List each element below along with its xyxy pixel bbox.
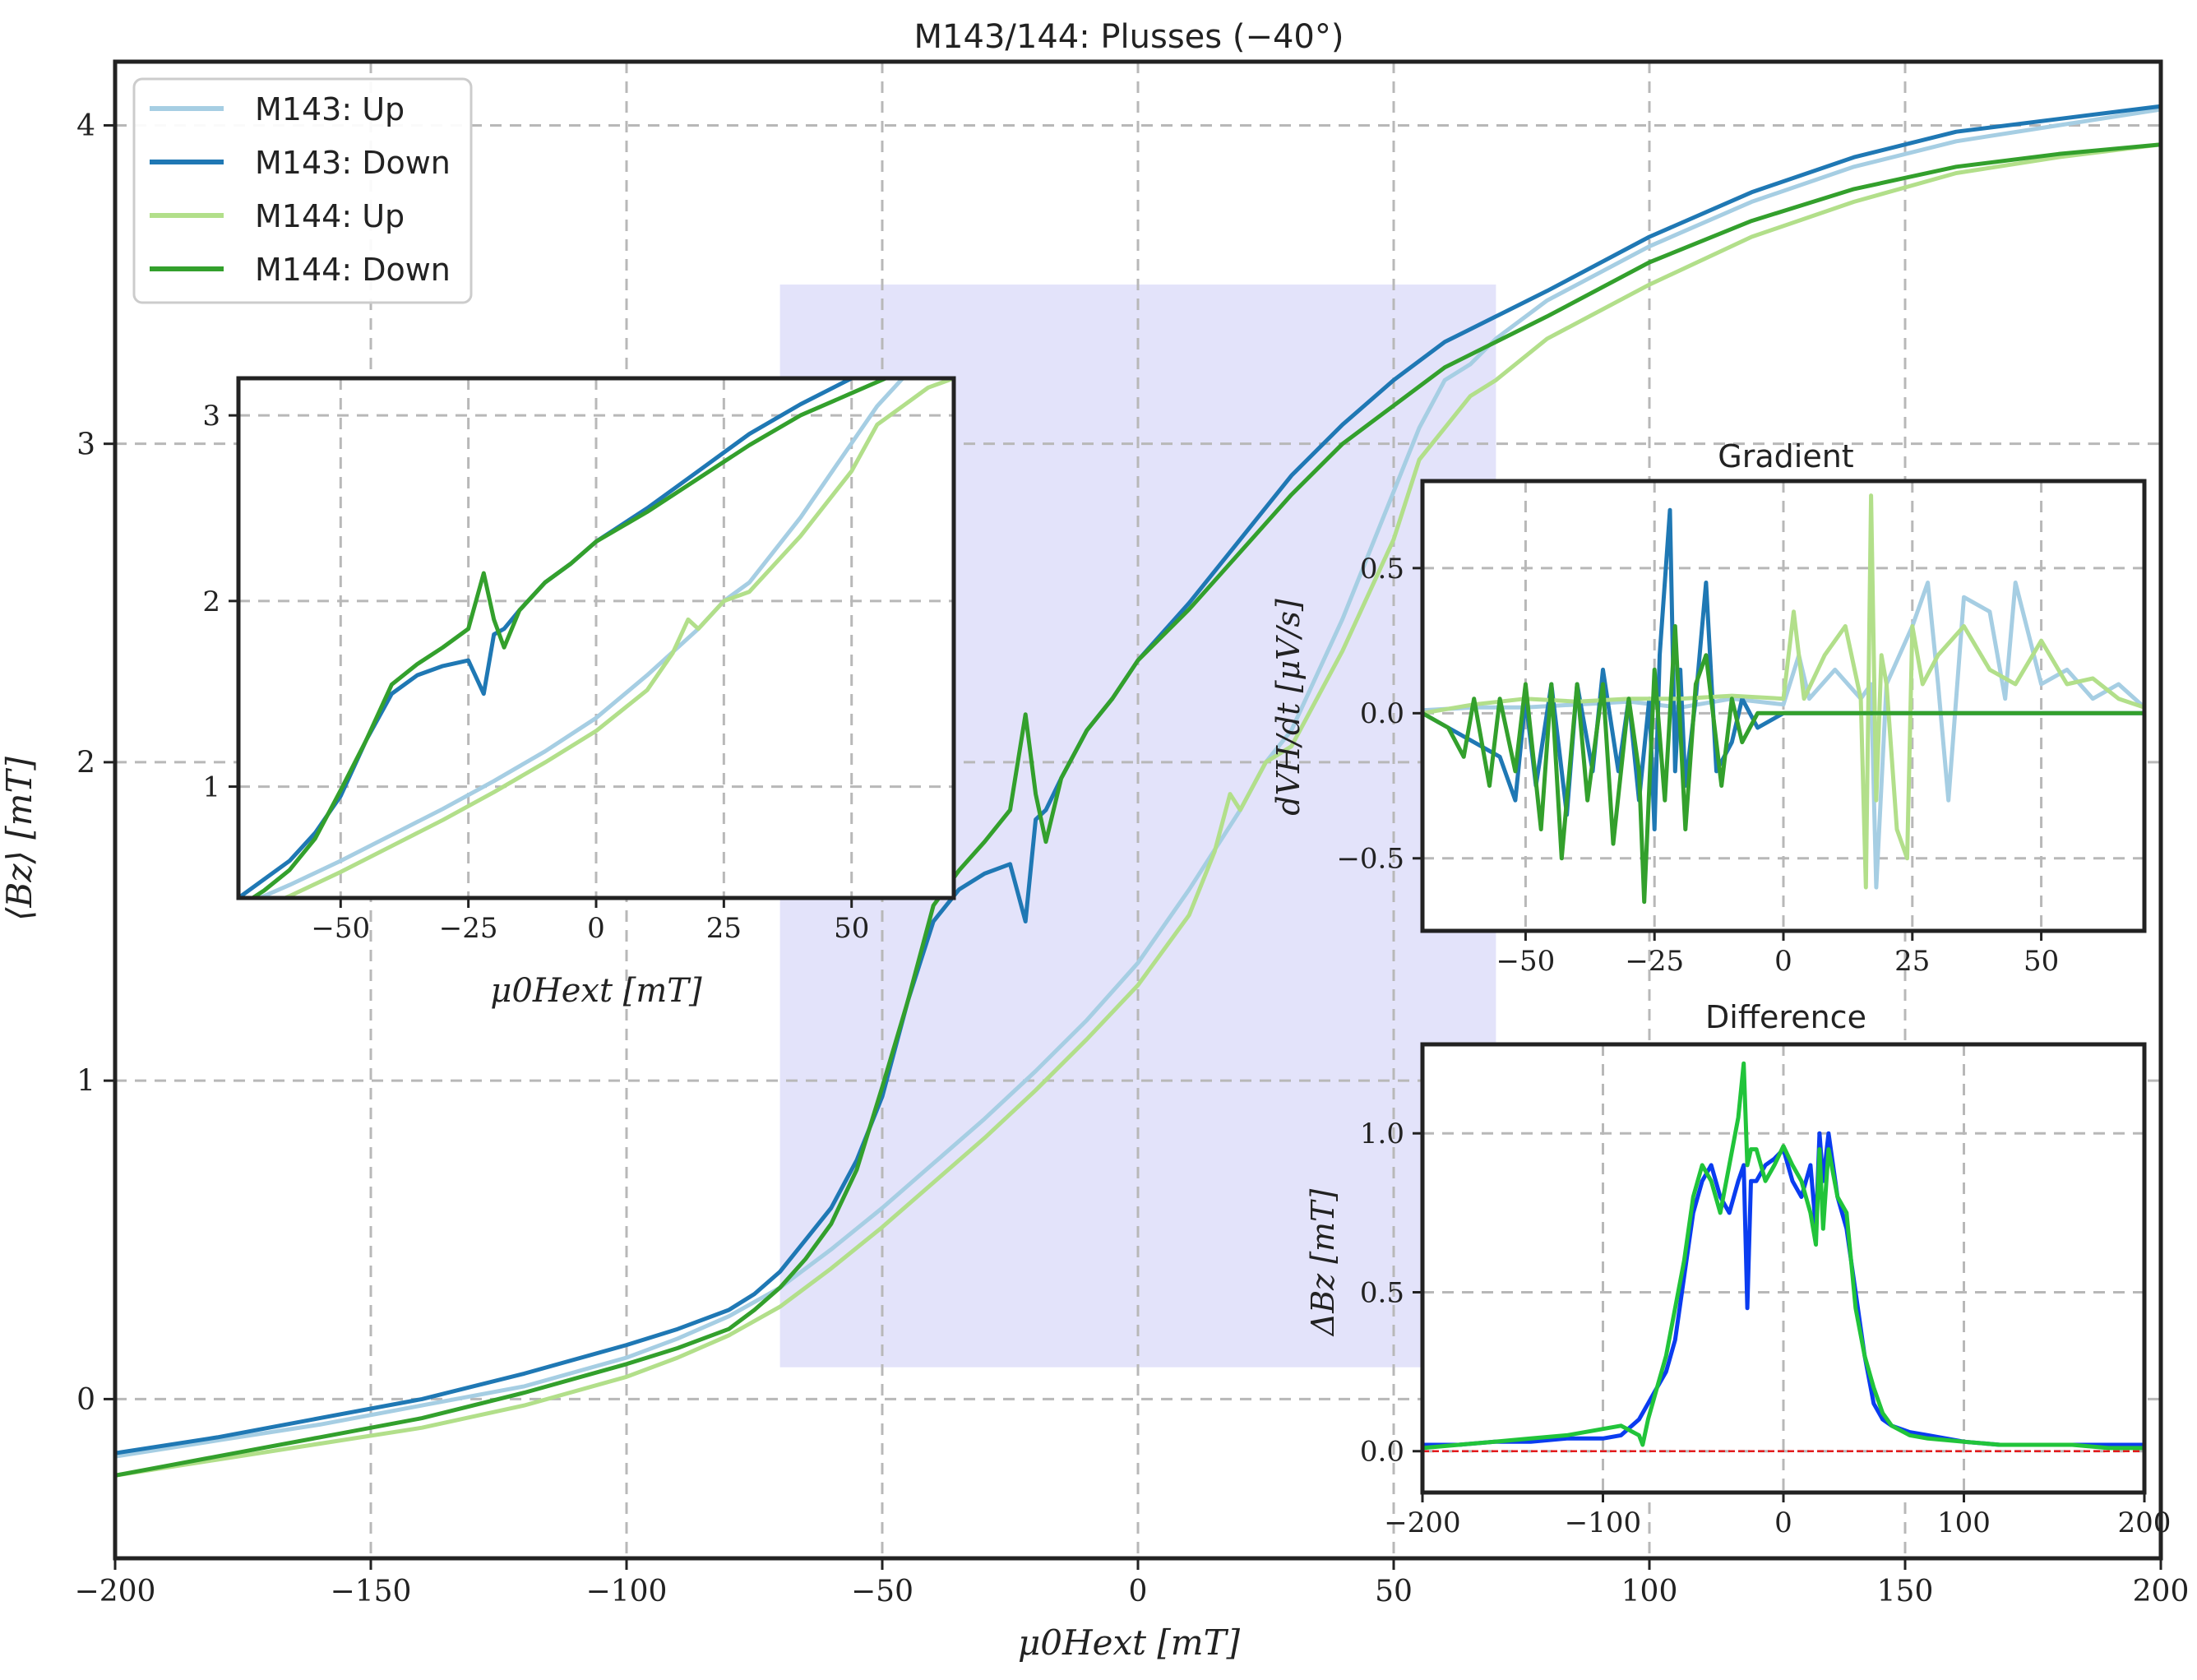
legend-label-m143-up: M143: Up: [255, 91, 405, 127]
zoom-x-axis-label: μ0Hext [mT]: [490, 972, 702, 1010]
main-x-tick-label: −150: [331, 1575, 412, 1608]
zoom-y-tick-label: 1: [202, 771, 220, 803]
gradient-y-tick-label: 0.0: [1360, 697, 1404, 730]
zoom-series-m144-up: [280, 378, 954, 898]
difference-x-tick-label: 200: [2118, 1506, 2172, 1539]
gradient-y-axis-label: dVH/dt [μV/s]: [1270, 599, 1307, 816]
main-y-tick-label: 1: [76, 1065, 95, 1099]
zoom-y-tick-label: 3: [202, 400, 220, 433]
gradient-x-tick-label: 0: [1774, 945, 1792, 978]
difference-title: Difference: [1705, 999, 1866, 1035]
gradient-x-tick-label: −50: [1496, 945, 1556, 978]
legend: M143: Up M143: Down M144: Up M144: Down: [132, 77, 473, 304]
gradient-x-tick-label: −25: [1625, 945, 1684, 978]
gradient-y-tick-label: −0.5: [1336, 843, 1404, 876]
zoom-x-tick-label: −50: [311, 912, 370, 945]
difference-inset-plot: −200 −100 0 100 200 0.0 0.5 1.0: [1360, 1042, 2172, 1539]
zoom-series-m144-down: [248, 378, 891, 898]
gradient-x-tick-label: 50: [2024, 945, 2059, 978]
difference-y-tick-label: 0.5: [1360, 1276, 1404, 1309]
difference-y-tick-label: 0.0: [1360, 1436, 1404, 1469]
main-x-tick-label: 50: [1375, 1575, 1413, 1608]
legend-label-m143-down: M143: Down: [255, 145, 451, 181]
gradient-series-m144-down: [1422, 624, 2144, 905]
main-x-axis-label: μ0Hext [mT]: [1018, 1622, 1241, 1663]
gradient-title: Gradient: [1718, 438, 1853, 474]
difference-series-m144: [1422, 1061, 2144, 1451]
gradient-x-tick-label: 25: [1894, 945, 1930, 978]
main-series-m144-up: [115, 142, 2161, 1478]
zoom-x-tick-label: 25: [706, 912, 742, 945]
main-y-tick-label: 2: [76, 747, 95, 780]
main-series-m144-down: [115, 142, 2161, 1478]
difference-x-tick-label: −200: [1384, 1506, 1460, 1539]
gradient-inset-plot: −50 −25 0 25 50 −0.5 0.0 0.5: [1336, 479, 2147, 978]
main-x-tick-label: −200: [75, 1575, 156, 1608]
main-series-m143-down: [115, 104, 2161, 1456]
main-y-tick-label: 4: [76, 109, 95, 143]
main-x-tick-label: 0: [1129, 1575, 1148, 1608]
difference-y-axis-label: ΔBz [mT]: [1305, 1189, 1341, 1338]
difference-y-tick-label: 1.0: [1360, 1118, 1404, 1150]
difference-x-tick-label: −100: [1565, 1506, 1641, 1539]
main-series-m143-up: [115, 107, 2161, 1459]
main-x-tick-label: 200: [2133, 1575, 2190, 1608]
main-x-tick-label: 150: [1877, 1575, 1934, 1608]
main-x-tick-label: −50: [851, 1575, 913, 1608]
main-x-tick-label: 100: [1621, 1575, 1678, 1608]
zoom-series-m143-up: [254, 378, 909, 898]
main-y-tick-label: 0: [76, 1383, 95, 1417]
legend-label-m144-down: M144: Down: [255, 252, 451, 288]
zoom-inset-plot: −50 −25 0 25 50 1 2 3: [202, 376, 956, 945]
main-x-tick-label: −100: [586, 1575, 668, 1608]
zoom-x-tick-label: 0: [587, 912, 605, 945]
zoom-grid: [238, 378, 954, 898]
zoom-series-m143-down: [238, 378, 857, 898]
main-chart-title: M143/144: Plusses (−40°): [914, 18, 1344, 56]
gradient-y-tick-label: 0.5: [1360, 553, 1404, 585]
main-y-tick-label: 3: [76, 428, 95, 461]
difference-x-tick-label: 0: [1774, 1506, 1792, 1539]
legend-label-m144-up: M144: Up: [255, 198, 405, 234]
main-y-axis-label: ⟨Bz⟩ [mT]: [0, 757, 39, 921]
zoom-x-tick-label: 50: [834, 912, 869, 945]
zoom-y-tick-label: 2: [202, 585, 220, 618]
zoom-x-tick-label: −25: [439, 912, 498, 945]
difference-x-tick-label: 100: [1937, 1506, 1991, 1539]
